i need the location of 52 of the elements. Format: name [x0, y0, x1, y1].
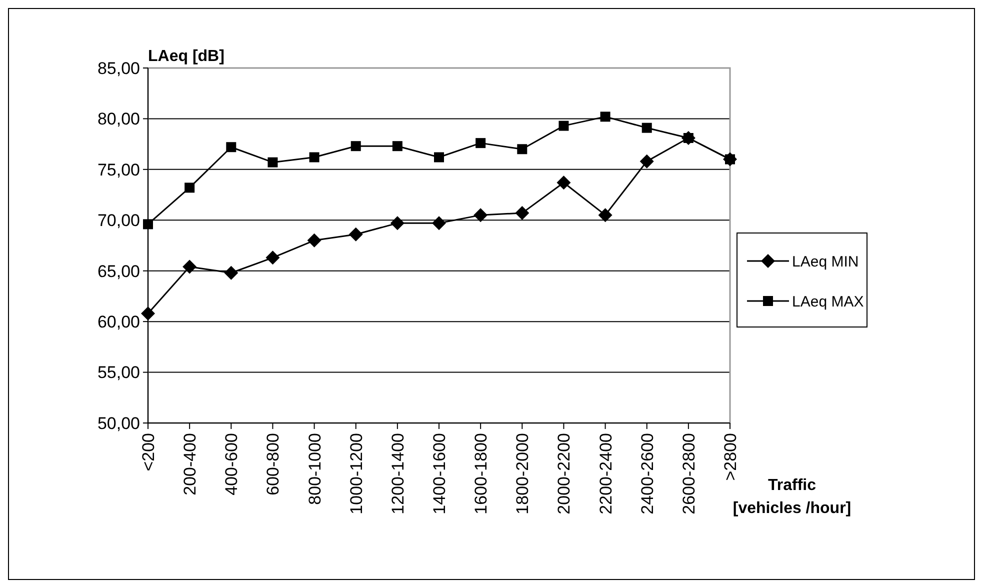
point — [309, 152, 320, 162]
point — [476, 138, 486, 148]
y-tick-label: 65,00 — [97, 262, 140, 281]
point — [392, 141, 402, 152]
x-tick-label: 2400-2600 — [638, 433, 657, 514]
legend-label: LAeq MIN — [792, 253, 859, 270]
x-tick-label: >2800 — [721, 433, 740, 481]
x-tick-label: 2200-2400 — [596, 433, 616, 514]
y-tick-label: 70,00 — [97, 211, 140, 230]
x-tick-label: 600-800 — [264, 433, 283, 496]
point — [474, 208, 488, 222]
y-tick-label: 60,00 — [97, 312, 140, 332]
x-tick-label: <200 — [139, 433, 158, 472]
point — [432, 216, 446, 230]
point — [224, 266, 238, 280]
point — [517, 144, 528, 154]
point — [141, 306, 155, 320]
point — [558, 120, 569, 131]
point — [348, 227, 363, 242]
point — [184, 182, 195, 193]
x-tick-label: 2000-2200 — [554, 433, 574, 514]
point — [640, 154, 654, 168]
x-tick-label: 1600-1800 — [472, 433, 491, 514]
x-tick-label: 1800-2000 — [513, 433, 532, 514]
point — [350, 141, 361, 152]
y-tick-label: 50,00 — [97, 414, 140, 433]
point — [182, 260, 197, 274]
point — [600, 112, 610, 122]
x-tick-label: 400-600 — [222, 433, 242, 496]
point — [434, 152, 444, 162]
y-tick-label: 80,00 — [97, 110, 140, 129]
point — [307, 233, 322, 248]
point — [390, 216, 404, 230]
point — [143, 219, 153, 230]
x-tick-label: 200-400 — [180, 433, 200, 496]
y-tick-label: 55,00 — [97, 363, 140, 382]
x-tick-label: 2600-2800 — [679, 433, 698, 514]
point — [515, 206, 530, 220]
x-tick-label: 1000-1200 — [346, 433, 366, 514]
x-tick-label: 1400-1600 — [430, 433, 449, 514]
point — [642, 122, 652, 133]
y-axis-title: LAeq [dB] — [148, 48, 224, 65]
point — [266, 250, 280, 265]
y-tick-label: 85,00 — [97, 58, 140, 78]
legend-label: LAeq MAX — [792, 293, 864, 310]
point — [598, 208, 612, 222]
y-tick-label: 75,00 — [97, 160, 140, 180]
point — [556, 176, 571, 190]
x-tick-label: 800-1000 — [305, 433, 324, 505]
point — [226, 142, 236, 152]
point — [268, 157, 278, 168]
x-tick-label: 1200-1400 — [388, 433, 408, 514]
